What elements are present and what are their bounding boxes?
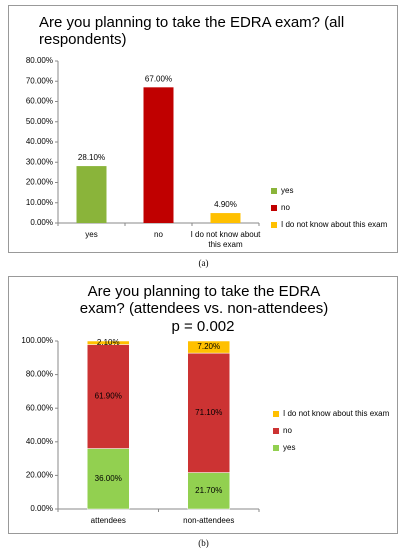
y-tick-label: 60.00%: [26, 403, 53, 412]
legend-label: yes: [283, 443, 295, 452]
value-label: 61.90%: [95, 392, 122, 401]
legend-swatch: [271, 222, 277, 228]
bar: [76, 166, 107, 223]
x-tick-label: I do not know about this exam: [191, 230, 262, 249]
legend-swatch: [273, 411, 279, 417]
y-tick-label: 40.00%: [26, 437, 53, 446]
legend-swatch: [273, 445, 279, 451]
x-tick-label: yes: [85, 230, 97, 239]
y-tick-label: 80.00%: [26, 56, 53, 65]
y-tick-label: 60.00%: [26, 97, 53, 106]
bar: [143, 87, 174, 223]
chart-title: Are you planning to take the EDRA exam? …: [79, 283, 329, 317]
value-label: 4.90%: [214, 200, 237, 209]
y-tick-label: 40.00%: [26, 137, 53, 146]
value-label: 67.00%: [145, 74, 172, 83]
legend-swatch: [271, 205, 277, 211]
x-tick-label: no: [154, 230, 163, 239]
legend-label: no: [283, 426, 292, 435]
bar-segment: [87, 340, 130, 345]
y-tick-label: 100.00%: [21, 336, 53, 345]
chart-title: Are you planning to take the EDRA exam? …: [39, 14, 345, 48]
bar-segment: [187, 340, 230, 354]
legend-label: I do not know about this exam: [281, 220, 388, 229]
value-label: 71.10%: [195, 408, 222, 417]
legend-swatch: [273, 428, 279, 434]
y-tick-label: 30.00%: [26, 157, 53, 166]
bar-segment: [187, 472, 230, 510]
caption: (b): [198, 538, 209, 548]
value-label: 7.20%: [197, 342, 220, 351]
caption: (a): [198, 258, 209, 268]
y-tick-label: 0.00%: [30, 218, 53, 227]
y-tick-label: 10.00%: [26, 198, 53, 207]
legend-swatch: [271, 188, 277, 194]
y-tick-label: 80.00%: [26, 370, 53, 379]
legend-label: yes: [281, 186, 293, 195]
value-label: 28.10%: [78, 153, 105, 162]
bar-segment: [87, 344, 130, 449]
x-tick-label: non-attendees: [183, 516, 234, 525]
y-tick-label: 70.00%: [26, 76, 53, 85]
chart: 0.00% 10.00% 20.00% 30.00% 40.00% 50.00% 60.00…: [26, 56, 388, 249]
legend-label: I do not know about this exam: [283, 409, 390, 418]
bar-segment: [87, 448, 130, 510]
y-tick-label: 20.00%: [26, 178, 53, 187]
y-tick-label: 50.00%: [26, 117, 53, 126]
y-tick-label: 0.00%: [30, 504, 53, 513]
chart-subtitle: p = 0.002: [171, 318, 235, 335]
chart-panel: Are you planning to take the EDRA exam? …: [8, 276, 398, 534]
y-tick-label: 20.00%: [26, 471, 53, 480]
chart: 0.00% 20.00% 40.00% 60.00% 80.00% 100.00% 36.0…: [21, 336, 390, 525]
value-label: 21.70%: [195, 486, 222, 495]
x-tick-label: attendees: [91, 516, 126, 525]
chart-panel: Are you planning to take the EDRA exam? …: [8, 5, 398, 253]
value-label: 36.00%: [95, 474, 122, 483]
value-label: 2.10%: [97, 338, 120, 347]
bar: [210, 213, 241, 223]
legend-label: no: [281, 203, 290, 212]
bar-segment: [187, 352, 230, 473]
